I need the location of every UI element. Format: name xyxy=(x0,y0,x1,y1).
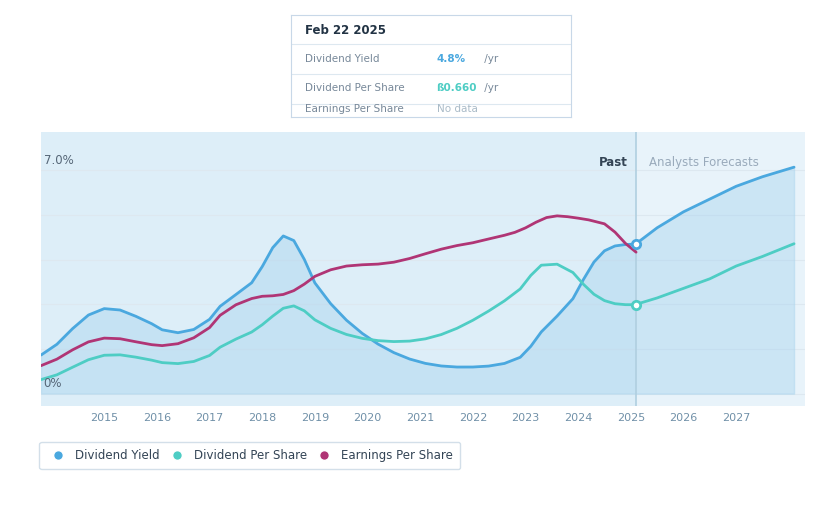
Text: 7.0%: 7.0% xyxy=(44,154,73,167)
Text: Dividend Per Share: Dividend Per Share xyxy=(305,83,405,93)
Text: Past: Past xyxy=(599,155,628,169)
Text: ß0.660: ß0.660 xyxy=(437,83,477,93)
Text: Feb 22 2025: Feb 22 2025 xyxy=(305,24,387,37)
Text: 0%: 0% xyxy=(44,377,62,391)
Text: 4.8%: 4.8% xyxy=(437,54,466,64)
Text: Earnings Per Share: Earnings Per Share xyxy=(305,104,404,114)
Legend: Dividend Yield, Dividend Per Share, Earnings Per Share: Dividend Yield, Dividend Per Share, Earn… xyxy=(39,442,460,469)
Text: /yr: /yr xyxy=(481,83,498,93)
Text: No data: No data xyxy=(437,104,478,114)
Text: Analysts Forecasts: Analysts Forecasts xyxy=(649,155,759,169)
Text: Dividend Yield: Dividend Yield xyxy=(305,54,380,64)
Bar xyxy=(636,132,805,406)
Text: /yr: /yr xyxy=(481,54,498,64)
Bar xyxy=(41,132,636,406)
